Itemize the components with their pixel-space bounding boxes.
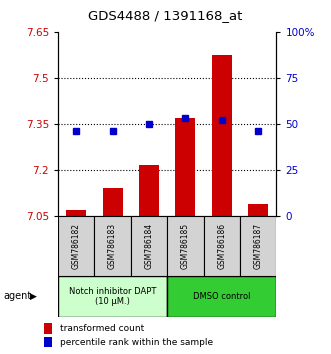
Text: DMSO control: DMSO control bbox=[193, 292, 251, 301]
FancyBboxPatch shape bbox=[167, 216, 204, 276]
Text: GSM786184: GSM786184 bbox=[144, 223, 154, 269]
FancyBboxPatch shape bbox=[240, 216, 276, 276]
Bar bbox=[139, 165, 159, 216]
FancyBboxPatch shape bbox=[58, 276, 167, 317]
Bar bbox=[248, 204, 268, 216]
Text: agent: agent bbox=[3, 291, 31, 302]
FancyBboxPatch shape bbox=[204, 216, 240, 276]
FancyBboxPatch shape bbox=[44, 324, 52, 334]
Text: Notch inhibitor DAPT
(10 μM.): Notch inhibitor DAPT (10 μM.) bbox=[69, 287, 156, 306]
FancyBboxPatch shape bbox=[58, 216, 94, 276]
Bar bbox=[175, 118, 195, 216]
Text: GSM786185: GSM786185 bbox=[181, 223, 190, 269]
FancyBboxPatch shape bbox=[167, 276, 276, 317]
FancyBboxPatch shape bbox=[94, 216, 131, 276]
Text: ▶: ▶ bbox=[30, 292, 37, 301]
Text: GSM786186: GSM786186 bbox=[217, 223, 226, 269]
Text: GSM786187: GSM786187 bbox=[254, 223, 263, 269]
Text: transformed count: transformed count bbox=[60, 324, 144, 333]
FancyBboxPatch shape bbox=[131, 216, 167, 276]
Text: GSM786182: GSM786182 bbox=[71, 223, 81, 269]
Text: GSM786183: GSM786183 bbox=[108, 223, 117, 269]
Bar bbox=[212, 55, 232, 216]
Text: GDS4488 / 1391168_at: GDS4488 / 1391168_at bbox=[88, 10, 243, 22]
FancyBboxPatch shape bbox=[44, 337, 52, 348]
Text: percentile rank within the sample: percentile rank within the sample bbox=[60, 338, 213, 347]
Bar bbox=[103, 188, 122, 216]
Bar bbox=[66, 210, 86, 216]
